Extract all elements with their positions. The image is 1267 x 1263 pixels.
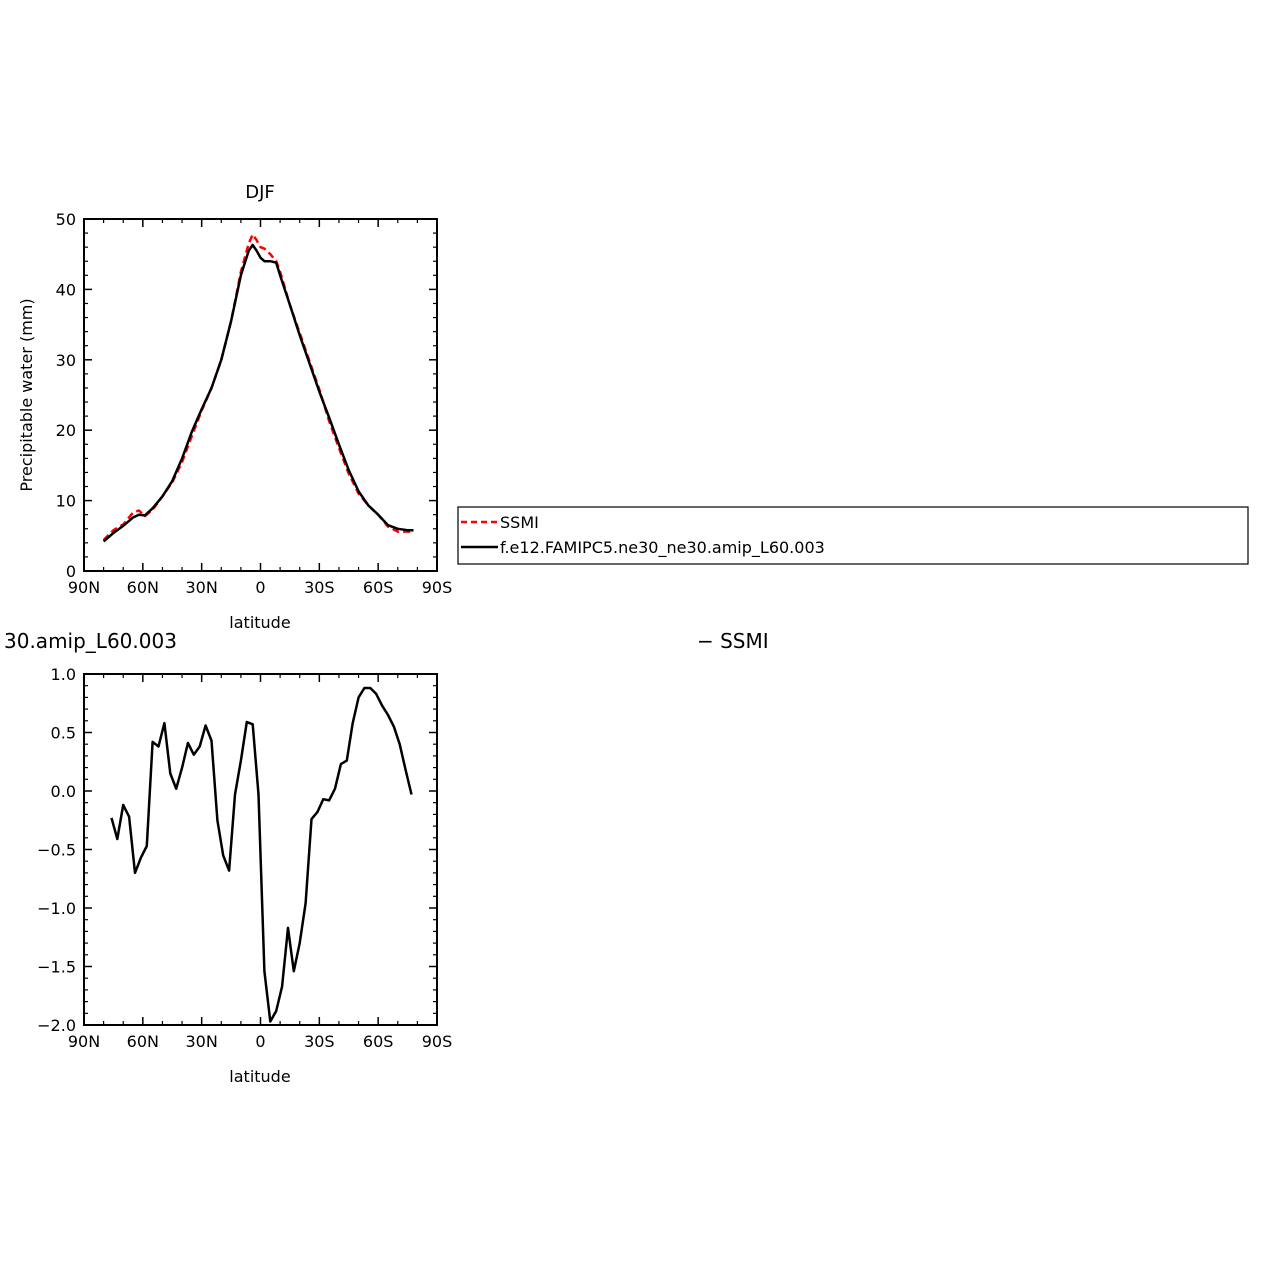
legend-label-model: f.e12.FAMIPC5.ne30_ne30.amip_L60.003: [500, 538, 825, 558]
bottom-y-tick-label: 1.0: [51, 665, 76, 684]
bottom-ticks-group: 90N 60N 30N 0 30S 60S 90S 1.0 0.5 0.0 −0.5 −1.0 −1.5…: [37, 665, 452, 1051]
top-y-tick-label: 10: [56, 492, 76, 511]
bottom-x-tick-label: 90N: [68, 1032, 100, 1051]
top-x-tick-label: 30N: [186, 578, 218, 597]
top-x-tick-label: 60S: [363, 578, 394, 597]
top-series-line-0: [102, 233, 414, 541]
top-y-tick-label: 30: [56, 351, 76, 370]
bottom-y-tick-label: −1.5: [37, 958, 76, 977]
bottom-x-tick-label: 90S: [422, 1032, 453, 1051]
bottom-panel: 30.amip_L60.003 − SSMI Precipitable wate…: [4, 629, 769, 1086]
top-x-tick-label: 90N: [68, 578, 100, 597]
bottom-y-tick-label: −2.0: [37, 1016, 76, 1035]
top-y-tick-label: 0: [66, 562, 76, 581]
top-series-group: [102, 233, 414, 543]
top-series-line-1: [102, 243, 414, 543]
bottom-series-line-0: [110, 686, 413, 1023]
top-x-tick-label: 60N: [127, 578, 159, 597]
top-y-tick-label: 50: [56, 210, 76, 229]
bottom-x-axis-label: latitude: [229, 1067, 290, 1086]
top-y-tick-label: 20: [56, 421, 76, 440]
bottom-y-tick-label: −1.0: [37, 899, 76, 918]
top-x-axis-label: latitude: [229, 613, 290, 632]
legend: SSMI f.e12.FAMIPC5.ne30_ne30.amip_L60.00…: [457, 506, 1249, 565]
top-chart-title: DJF: [245, 182, 275, 203]
bottom-x-tick-label: 0: [255, 1032, 265, 1051]
bottom-chart-title: 30.amip_L60.003: [4, 629, 177, 653]
top-x-tick-label: 30S: [304, 578, 335, 597]
bottom-x-tick-label: 30S: [304, 1032, 335, 1051]
bottom-series-group: [110, 686, 413, 1023]
top-y-axis-label: Precipitable water (mm): [17, 298, 36, 491]
top-x-tick-label: 90S: [422, 578, 453, 597]
top-x-tick-label: 0: [255, 578, 265, 597]
bottom-y-tick-label: −0.5: [37, 841, 76, 860]
bottom-chart-subtitle: − SSMI: [697, 629, 769, 653]
bottom-y-tick-label: 0.0: [51, 782, 76, 801]
bottom-x-tick-label: 60S: [363, 1032, 394, 1051]
bottom-x-tick-label: 30N: [186, 1032, 218, 1051]
top-plot-frame: [83, 218, 438, 572]
legend-label-ssmi: SSMI: [500, 513, 539, 532]
top-ticks-group: 90N 60N 30N 0 30S 60S 90S 0 10 20 30 40 50: [56, 210, 453, 597]
top-y-tick-label: 40: [56, 280, 76, 299]
bottom-y-axis-label: Precipitable water (mm): [17, 753, 36, 946]
bottom-x-tick-label: 60N: [127, 1032, 159, 1051]
legend-box: [457, 506, 1249, 565]
bottom-y-tick-label: 0.5: [51, 724, 76, 743]
top-panel: DJF Precipitable water (mm) latitude 90N…: [17, 182, 452, 632]
